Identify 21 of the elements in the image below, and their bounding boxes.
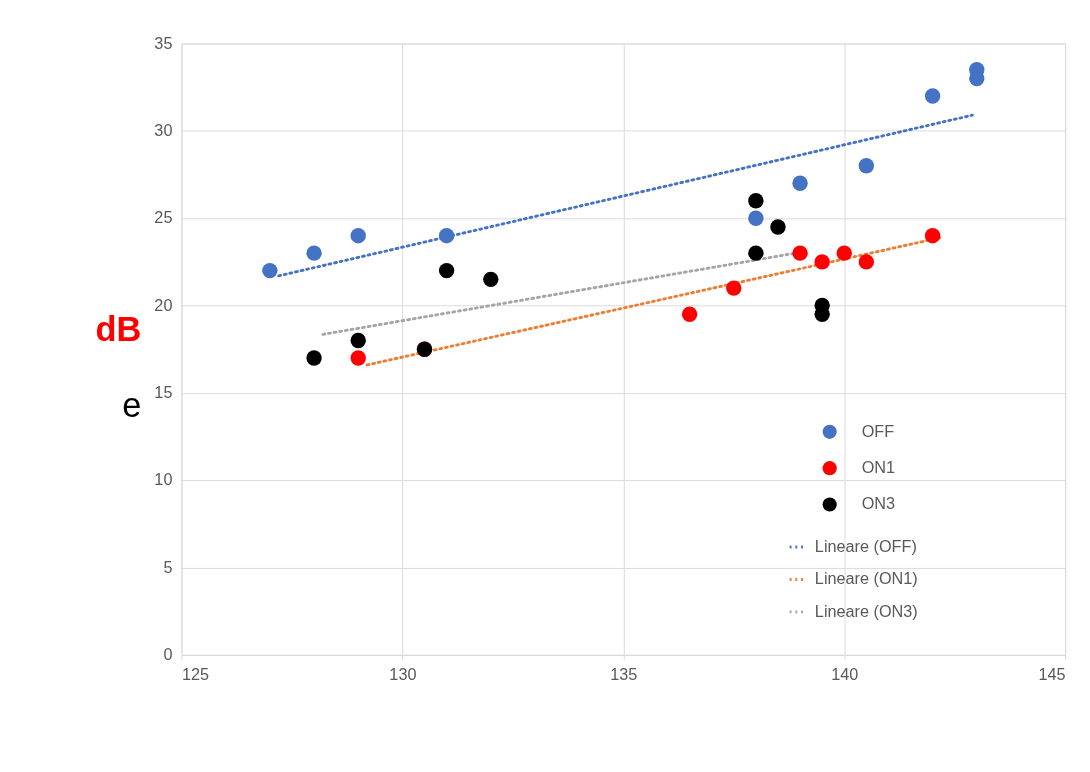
legend-label: Lineare (ON1) — [814, 569, 918, 588]
y-tick-label: 30 — [154, 121, 173, 140]
legend-label: ON3 — [861, 494, 896, 513]
legend-label: ON1 — [861, 457, 896, 476]
x-tick-label: 135 — [610, 665, 638, 684]
y-tick-label: 0 — [163, 645, 173, 664]
legend-label: Lineare (ON3) — [814, 601, 918, 620]
y-tick-label: 35 — [154, 33, 173, 52]
y-tick-label: 15 — [154, 383, 173, 402]
x-tick-label: 125 — [181, 665, 210, 684]
y-tick-label: 10 — [154, 470, 173, 489]
text: dB — [95, 309, 142, 348]
y-tick-label: 25 — [154, 208, 173, 227]
y-tick-label: 5 — [163, 557, 173, 576]
x-tick-label: 145 — [1038, 665, 1066, 684]
legend-label: OFF — [861, 421, 895, 440]
x-tick-label: 140 — [831, 665, 859, 684]
x-tick-label: 130 — [389, 665, 417, 684]
y-tick-label: 20 — [154, 295, 173, 314]
legend-label: Lineare (OFF) — [814, 536, 917, 555]
text: e — [122, 386, 142, 425]
